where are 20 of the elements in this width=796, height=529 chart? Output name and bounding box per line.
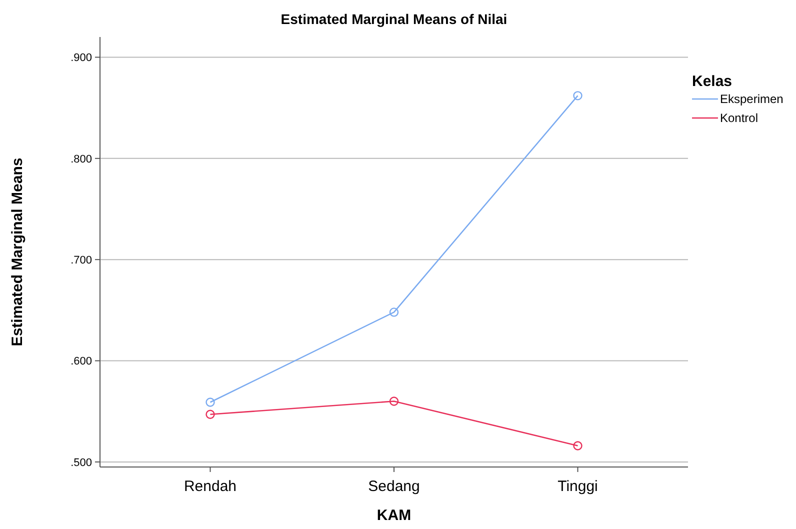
point (573, 91, 582, 100)
point (206, 410, 215, 419)
y-tick-label: .900 (70, 52, 92, 64)
x-tick-label: Tinggi (558, 478, 598, 495)
point (389, 308, 399, 317)
y-tick-label: .800 (70, 153, 92, 166)
legend-title: Kelas (692, 73, 732, 90)
y-tick-label: .600 (70, 356, 92, 368)
y-tick-label: .500 (70, 456, 92, 469)
point (389, 396, 399, 406)
point (573, 441, 582, 450)
point (206, 398, 215, 407)
x-tick-label: Sedang (368, 478, 420, 495)
x-tick-label: Rendah (184, 478, 237, 495)
legend-label: Eksperimen (720, 92, 784, 106)
y-tick-label: .700 (70, 254, 92, 266)
chart-title: Estimated Marginal Means of Nilai (280, 11, 508, 27)
legend-label: Kontrol (720, 111, 758, 126)
y-axis-title: Estimated Marginal Means (9, 158, 26, 346)
x-axis-title: KAM (376, 507, 412, 524)
